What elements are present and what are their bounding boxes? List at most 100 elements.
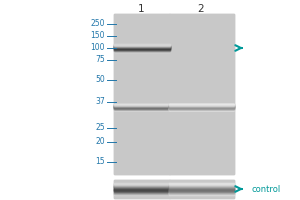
Bar (114, 46, 170, 47)
Bar (114, 193, 170, 194)
Bar (169, 107, 234, 108)
Bar (169, 106, 234, 107)
Bar (114, 50, 170, 51)
Bar (114, 106, 170, 107)
Bar (169, 187, 234, 188)
Bar (114, 189, 170, 190)
Bar (114, 44, 170, 45)
Bar (169, 14, 234, 174)
Bar (114, 107, 170, 108)
Bar (169, 190, 234, 191)
Bar (169, 191, 234, 192)
Bar (114, 106, 170, 107)
Bar (114, 183, 170, 184)
Bar (169, 106, 234, 107)
Text: 250: 250 (91, 20, 105, 28)
Bar (169, 185, 234, 186)
Bar (114, 188, 170, 189)
Bar (114, 104, 170, 105)
Bar (169, 193, 234, 194)
Bar (169, 183, 234, 184)
Bar (114, 190, 170, 191)
Bar (114, 189, 170, 190)
Bar (114, 187, 170, 188)
Bar (114, 186, 170, 187)
Bar (114, 183, 170, 184)
Bar (169, 104, 234, 105)
Text: 20: 20 (95, 138, 105, 146)
Bar (114, 47, 170, 48)
Bar (114, 46, 170, 47)
Bar (114, 107, 170, 108)
Bar (114, 191, 170, 192)
Bar (169, 188, 234, 189)
Bar (114, 14, 170, 174)
Bar (169, 180, 234, 198)
Text: 150: 150 (91, 31, 105, 40)
Bar (169, 193, 234, 194)
Bar (114, 189, 170, 190)
Bar (114, 180, 234, 198)
Bar (114, 107, 170, 108)
Bar (114, 107, 170, 108)
Bar (169, 108, 234, 109)
Bar (169, 190, 234, 191)
Bar (114, 193, 170, 194)
Bar (114, 14, 234, 174)
Bar (114, 188, 170, 189)
Bar (169, 107, 234, 108)
Bar (114, 104, 170, 105)
Bar (169, 187, 234, 188)
Bar (114, 50, 170, 51)
Bar (169, 109, 234, 110)
Bar (169, 105, 234, 106)
Bar (114, 106, 170, 107)
Bar (169, 189, 234, 190)
Text: 2: 2 (198, 4, 204, 14)
Bar (114, 192, 170, 193)
Bar (169, 189, 234, 190)
Bar (169, 109, 234, 110)
Bar (114, 47, 170, 48)
Bar (114, 48, 170, 49)
Bar (114, 48, 170, 49)
Bar (169, 106, 234, 107)
Bar (114, 187, 170, 188)
Bar (114, 46, 170, 47)
Bar (114, 184, 170, 185)
Bar (114, 109, 170, 110)
Bar (114, 104, 170, 105)
Bar (114, 49, 170, 50)
Bar (169, 189, 234, 190)
Bar (169, 186, 234, 187)
Bar (114, 191, 170, 192)
Bar (114, 105, 170, 106)
Bar (114, 105, 170, 106)
Bar (169, 105, 234, 106)
Bar (114, 193, 170, 194)
Bar (114, 185, 170, 186)
Bar (114, 185, 170, 186)
Bar (169, 105, 234, 106)
Bar (114, 190, 170, 191)
Bar (114, 46, 170, 47)
Text: 37: 37 (95, 98, 105, 106)
Bar (114, 108, 170, 109)
Bar (114, 44, 170, 45)
Bar (114, 186, 170, 187)
Bar (114, 108, 170, 109)
Text: 100: 100 (91, 44, 105, 52)
Bar (169, 104, 234, 105)
Bar (169, 184, 234, 185)
Bar (169, 104, 234, 105)
Text: 15: 15 (95, 158, 105, 166)
Bar (169, 109, 234, 110)
Bar (169, 188, 234, 189)
Bar (114, 49, 170, 50)
Bar (114, 50, 170, 51)
Bar (114, 48, 170, 49)
Bar (114, 105, 170, 106)
Bar (169, 107, 234, 108)
Bar (169, 190, 234, 191)
Bar (169, 108, 234, 109)
